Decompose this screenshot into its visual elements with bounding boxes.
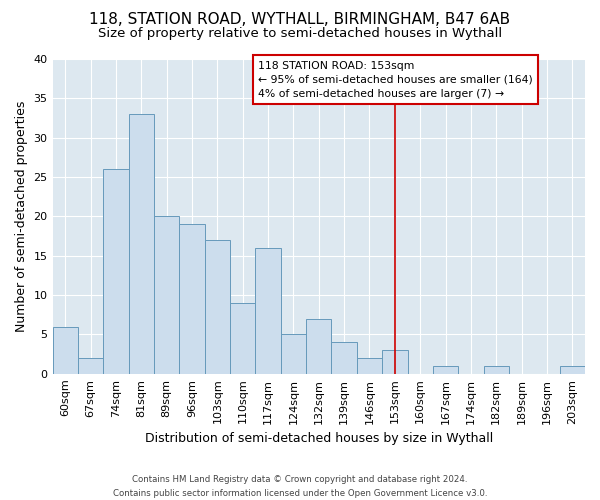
Bar — [154, 216, 179, 374]
Bar — [484, 366, 509, 374]
Bar — [560, 366, 585, 374]
Bar — [53, 326, 78, 374]
Bar — [433, 366, 458, 374]
Bar — [331, 342, 357, 374]
Bar — [205, 240, 230, 374]
Bar — [306, 318, 331, 374]
Text: Contains HM Land Registry data © Crown copyright and database right 2024.
Contai: Contains HM Land Registry data © Crown c… — [113, 476, 487, 498]
Bar — [78, 358, 103, 374]
Bar — [179, 224, 205, 374]
Bar — [256, 248, 281, 374]
Bar — [230, 303, 256, 374]
Text: 118 STATION ROAD: 153sqm
← 95% of semi-detached houses are smaller (164)
4% of s: 118 STATION ROAD: 153sqm ← 95% of semi-d… — [258, 60, 533, 98]
Text: 118, STATION ROAD, WYTHALL, BIRMINGHAM, B47 6AB: 118, STATION ROAD, WYTHALL, BIRMINGHAM, … — [89, 12, 511, 28]
X-axis label: Distribution of semi-detached houses by size in Wythall: Distribution of semi-detached houses by … — [145, 432, 493, 445]
Bar — [128, 114, 154, 374]
Y-axis label: Number of semi-detached properties: Number of semi-detached properties — [15, 100, 28, 332]
Bar — [281, 334, 306, 374]
Bar — [357, 358, 382, 374]
Bar — [382, 350, 407, 374]
Text: Size of property relative to semi-detached houses in Wythall: Size of property relative to semi-detach… — [98, 28, 502, 40]
Bar — [103, 169, 128, 374]
